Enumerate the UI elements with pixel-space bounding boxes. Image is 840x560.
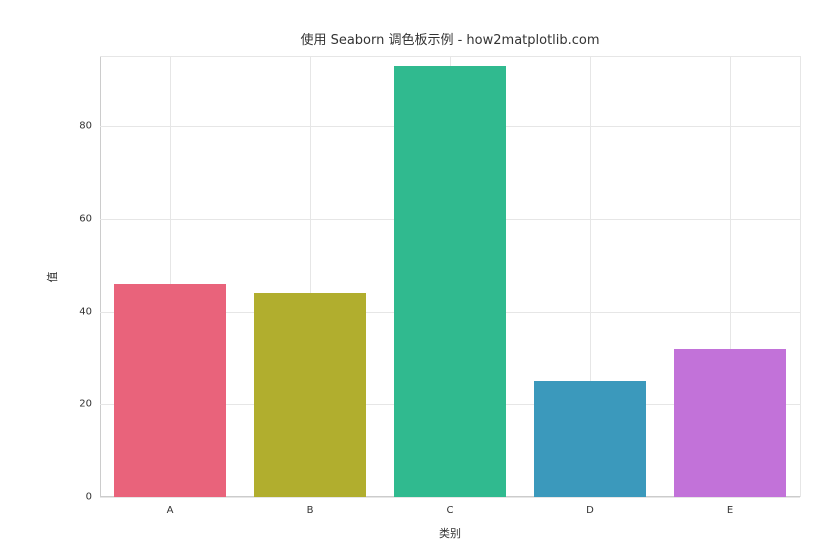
- y-axis-spine: [100, 57, 101, 497]
- plot-area: 使用 Seaborn 调色板示例 - how2matplotlib.com 值 …: [100, 56, 801, 497]
- y-tick-label: 40: [79, 306, 100, 317]
- bar: [114, 284, 226, 497]
- y-tick-label: 20: [79, 399, 100, 410]
- chart-figure: 使用 Seaborn 调色板示例 - how2matplotlib.com 值 …: [0, 0, 840, 560]
- chart-title: 使用 Seaborn 调色板示例 - how2matplotlib.com: [100, 29, 800, 48]
- x-axis-label: 类别: [100, 525, 800, 541]
- x-tick-label: D: [586, 497, 594, 516]
- x-tick-label: E: [727, 497, 733, 516]
- y-tick-label: 80: [79, 121, 100, 132]
- bar: [254, 293, 366, 497]
- x-tick-label: A: [167, 497, 174, 516]
- x-tick-label: C: [447, 497, 454, 516]
- y-axis-label: 值: [44, 272, 60, 283]
- bar: [534, 381, 646, 497]
- y-tick-label: 60: [79, 214, 100, 225]
- y-tick-label: 0: [86, 492, 100, 503]
- bar: [674, 349, 786, 497]
- x-tick-label: B: [307, 497, 314, 516]
- bar: [394, 66, 506, 497]
